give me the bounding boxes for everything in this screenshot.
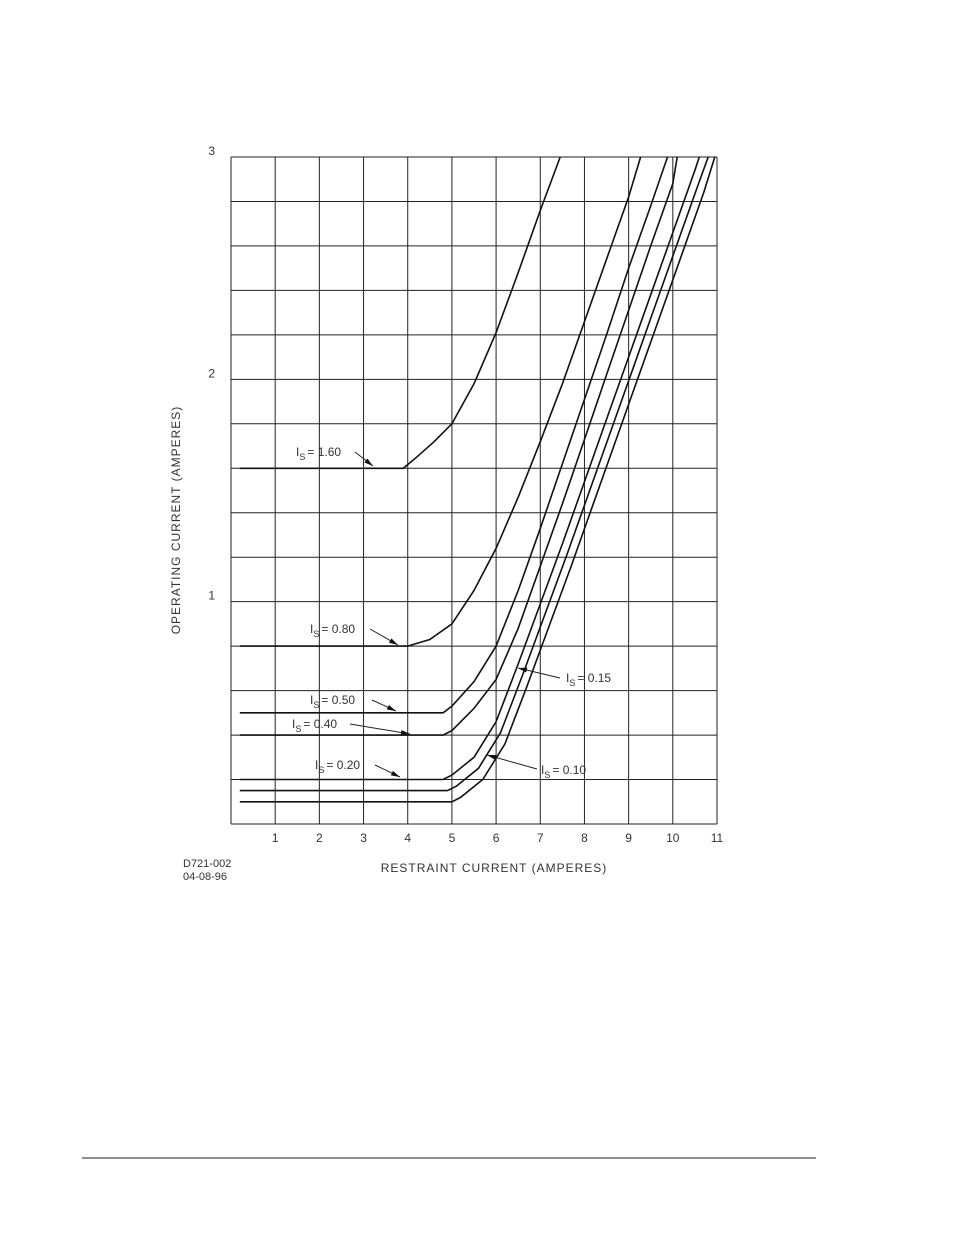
curve (239, 156, 669, 714)
label-symbol: I (310, 622, 313, 636)
x-tick-label: 11 (711, 831, 724, 845)
x-tick-label: 6 (493, 831, 500, 845)
label-subscript: S (295, 724, 301, 734)
label-symbol: I (296, 445, 299, 459)
x-axis-title: RESTRAINT CURRENT (AMPERES) (381, 861, 608, 875)
label-subscript: S (569, 678, 575, 688)
label-value: = 0.50 (321, 693, 355, 707)
x-tick-label: 4 (404, 831, 411, 845)
label-symbol: I (310, 693, 313, 707)
y-tick-label: 1 (208, 589, 215, 603)
label-value: = 0.10 (552, 763, 586, 777)
curve (239, 156, 701, 781)
label-value: = 1.60 (307, 445, 341, 459)
curve (239, 156, 709, 792)
arrowhead (388, 638, 398, 645)
x-tick-label: 3 (360, 831, 367, 845)
label-symbol: I (541, 763, 544, 777)
x-tick-label: 8 (581, 831, 588, 845)
curve (239, 156, 642, 647)
y-tick-label: 2 (208, 366, 215, 380)
label-subscript: S (299, 452, 305, 462)
x-tick-label: 2 (316, 831, 323, 845)
label-subscript: S (544, 770, 550, 780)
arrowhead (390, 770, 400, 777)
label-symbol: I (292, 717, 295, 731)
y-axis-title: OPERATING CURRENT (AMPERES) (169, 406, 183, 635)
label-value: = 0.15 (577, 671, 611, 685)
curve (239, 156, 561, 470)
label-subscript: S (313, 700, 319, 710)
x-tick-label: 5 (449, 831, 456, 845)
drawing-date: 04-08-96 (183, 871, 227, 883)
x-tick-label: 10 (666, 831, 680, 845)
drawing-number: D721-002 (183, 858, 231, 870)
y-tick-label: 3 (208, 144, 215, 158)
label-symbol: I (566, 671, 569, 685)
curve-label: IS = 0.15 (566, 671, 611, 688)
curve (239, 156, 716, 803)
arrowhead (400, 730, 410, 735)
leader (349, 723, 411, 735)
curve-label: IS = 1.60 (296, 445, 341, 462)
arrowhead (487, 755, 497, 760)
curve-label: IS = 0.80 (310, 622, 355, 639)
label-symbol: I (315, 758, 318, 772)
label-value: = 0.20 (326, 758, 360, 772)
x-tick-label: 9 (625, 831, 632, 845)
arrowhead (386, 704, 396, 711)
curve-label: IS = 0.40 (292, 717, 337, 734)
curve-label: IS = 0.50 (310, 693, 355, 710)
arrowhead (364, 458, 373, 466)
curve-label: IS = 0.10 (541, 763, 586, 780)
label-subscript: S (313, 629, 319, 639)
label-value: = 0.80 (321, 622, 355, 636)
curve-label: IS = 0.20 (315, 758, 360, 775)
arrowhead (518, 667, 528, 673)
x-tick-label: 1 (272, 831, 279, 845)
x-tick-label: 7 (537, 831, 544, 845)
label-subscript: S (318, 765, 324, 775)
label-value: = 0.40 (303, 717, 337, 731)
curve (239, 156, 678, 736)
